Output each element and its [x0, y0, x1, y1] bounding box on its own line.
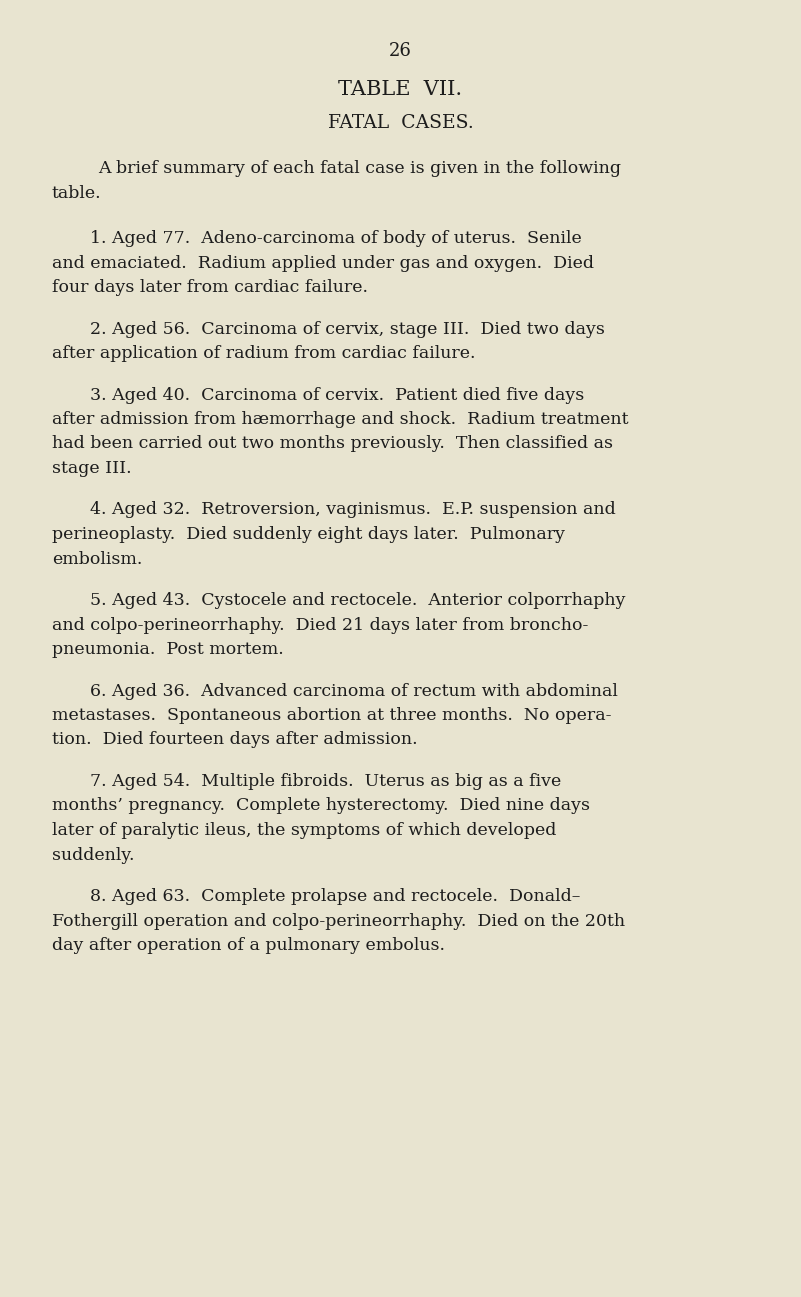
Text: months’ pregnancy.  Complete hysterectomy.  Died nine days: months’ pregnancy. Complete hysterectomy…	[52, 798, 590, 815]
Text: after application of radium from cardiac failure.: after application of radium from cardiac…	[52, 345, 476, 362]
Text: tion.  Died fourteen days after admission.: tion. Died fourteen days after admission…	[52, 732, 417, 748]
Text: 5. Aged 43.  Cystocele and rectocele.  Anterior colporrhaphy: 5. Aged 43. Cystocele and rectocele. Ant…	[90, 591, 626, 610]
Text: later of paralytic ileus, the symptoms of which developed: later of paralytic ileus, the symptoms o…	[52, 822, 557, 839]
Text: A brief summary of each fatal case is given in the following: A brief summary of each fatal case is gi…	[98, 160, 621, 176]
Text: after admission from hæmorrhage and shock.  Radium treatment: after admission from hæmorrhage and shoc…	[52, 411, 629, 428]
Text: table.: table.	[52, 184, 102, 201]
Text: 7. Aged 54.  Multiple fibroids.  Uterus as big as a five: 7. Aged 54. Multiple fibroids. Uterus as…	[90, 773, 562, 790]
Text: 6. Aged 36.  Advanced carcinoma of rectum with abdominal: 6. Aged 36. Advanced carcinoma of rectum…	[90, 682, 618, 699]
Text: 26: 26	[389, 42, 412, 60]
Text: had been carried out two months previously.  Then classified as: had been carried out two months previous…	[52, 436, 613, 453]
Text: embolism.: embolism.	[52, 550, 143, 568]
Text: TABLE  VII.: TABLE VII.	[339, 80, 462, 99]
Text: 2. Aged 56.  Carcinoma of cervix, stage III.  Died two days: 2. Aged 56. Carcinoma of cervix, stage I…	[90, 320, 605, 337]
Text: metastases.  Spontaneous abortion at three months.  No opera-: metastases. Spontaneous abortion at thre…	[52, 707, 611, 724]
Text: 3. Aged 40.  Carcinoma of cervix.  Patient died five days: 3. Aged 40. Carcinoma of cervix. Patient…	[90, 387, 584, 403]
Text: and emaciated.  Radium applied under gas and oxygen.  Died: and emaciated. Radium applied under gas …	[52, 254, 594, 271]
Text: FATAL  CASES.: FATAL CASES.	[328, 114, 473, 132]
Text: perineoplasty.  Died suddenly eight days later.  Pulmonary: perineoplasty. Died suddenly eight days …	[52, 527, 565, 543]
Text: and colpo-perineorrhaphy.  Died 21 days later from broncho-: and colpo-perineorrhaphy. Died 21 days l…	[52, 616, 589, 633]
Text: 4. Aged 32.  Retroversion, vaginismus.  E.P. suspension and: 4. Aged 32. Retroversion, vaginismus. E.…	[90, 502, 616, 519]
Text: suddenly.: suddenly.	[52, 847, 135, 864]
Text: 8. Aged 63.  Complete prolapse and rectocele.  Donald–: 8. Aged 63. Complete prolapse and rectoc…	[90, 888, 581, 905]
Text: Fothergill operation and colpo-perineorrhaphy.  Died on the 20th: Fothergill operation and colpo-perineorr…	[52, 913, 625, 930]
Text: day after operation of a pulmonary embolus.: day after operation of a pulmonary embol…	[52, 936, 445, 955]
Text: four days later from cardiac failure.: four days later from cardiac failure.	[52, 279, 368, 296]
Text: stage III.: stage III.	[52, 460, 131, 477]
Text: pneumonia.  Post mortem.: pneumonia. Post mortem.	[52, 641, 284, 658]
Text: 1. Aged 77.  Adeno-carcinoma of body of uterus.  Senile: 1. Aged 77. Adeno-carcinoma of body of u…	[90, 230, 582, 246]
